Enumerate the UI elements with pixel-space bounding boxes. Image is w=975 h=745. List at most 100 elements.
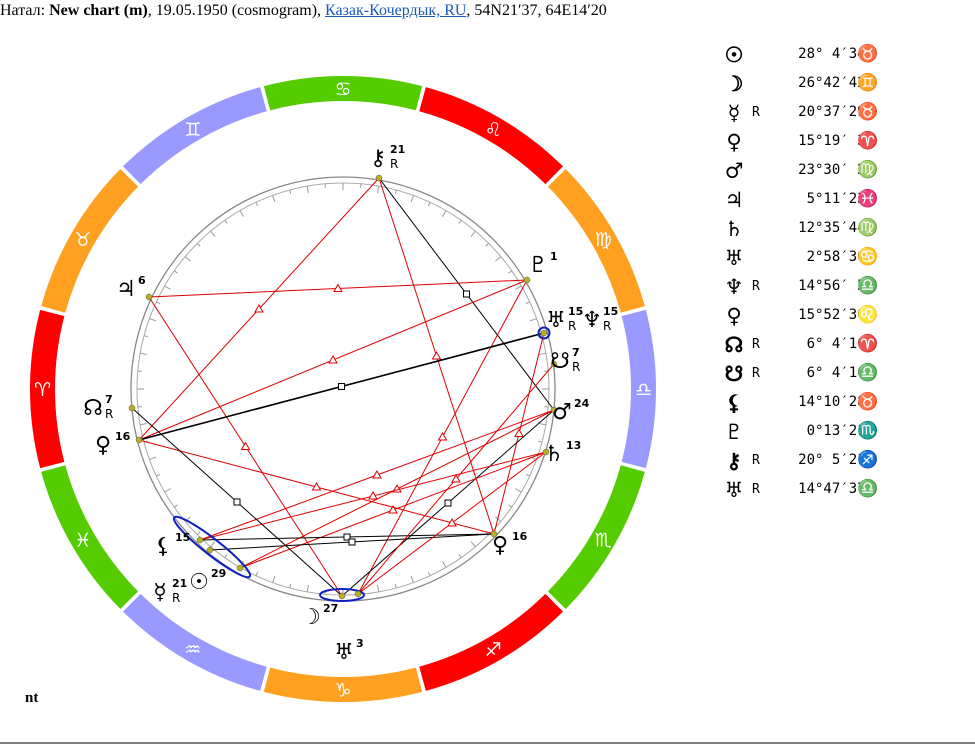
footer-label: nt: [25, 690, 39, 706]
degree-tick: [458, 219, 462, 224]
planet-dot-jupiter: [145, 293, 153, 301]
zodiac-segment-leo: [419, 87, 563, 185]
planet-glyph-south-node: ☋: [550, 349, 570, 374]
chart-name: New chart (m): [49, 2, 148, 19]
degree-tick: [164, 285, 171, 290]
aspect-lines: [131, 177, 555, 602]
degree-ticks: [137, 183, 549, 595]
header-coords: , 54N21′37, 64E14′20: [466, 2, 607, 19]
degree-tick: [289, 583, 292, 589]
planet-position: 0°13′21″: [806, 423, 874, 439]
planet-position: 15°19′ 3″: [798, 133, 874, 149]
zodiac-glyph-libra: ♎: [635, 379, 652, 401]
retro-marker: R: [105, 407, 113, 421]
place-link[interactable]: Казак-Кочердык, RU: [325, 2, 467, 19]
planet-label-pluto: ♅ 3: [334, 637, 364, 665]
retrograde-flag: R: [752, 279, 760, 294]
header-prefix: Натал:: [0, 2, 50, 19]
planet-glyph-neptune: ♆: [582, 308, 602, 333]
degree-tick: [515, 285, 522, 290]
planet-glyph-selena: ♀: [492, 533, 508, 558]
degree-tick: [196, 242, 201, 247]
planet-glyph-lilith: ⚸: [155, 534, 171, 559]
degree-tick: [156, 301, 161, 305]
planet-glyph-proserpina: ♇: [528, 253, 548, 278]
planet-label-mars: ♂ 24: [552, 397, 590, 425]
degree-tick: [485, 242, 490, 247]
planet-glyph-icon: ♄: [724, 216, 744, 241]
planet-label-north-node: ☊ 7R: [83, 393, 113, 421]
degree-tick: [224, 554, 228, 559]
zodiac-sign-icon: ♏: [857, 421, 879, 441]
degree-tick: [508, 504, 513, 508]
planet-row: ☊ R 6° 4′16″ ♈: [720, 330, 970, 359]
retrograde-flag: R: [752, 482, 760, 497]
degree-tick: [410, 195, 414, 203]
degree-tick: [427, 571, 431, 576]
zodiac-segment-aries: [29, 309, 65, 469]
planet-degree-chiron: 21: [390, 143, 405, 156]
planet-glyph-pluto: ♅: [334, 640, 354, 665]
zodiac-segment-libra: [621, 309, 656, 469]
planet-position-list: ☉ 28° 4′34″ ♉ ☽ 26°42′42″ ♊ ☿ R 20°37′29″ ♉ ♀ 15°19…: [720, 40, 970, 504]
degree-tick: [149, 318, 157, 322]
planet-position: 2°58′36″: [806, 249, 874, 265]
degree-tick: [272, 575, 276, 583]
planet-dot-proser: [523, 276, 531, 284]
trine-marker: [240, 441, 251, 450]
degree-tick: [306, 584, 309, 592]
degree-tick: [306, 186, 309, 194]
planet-glyph-icon: ♆: [724, 274, 744, 299]
zodiac-sign-icon: ♍: [857, 160, 879, 180]
planet-glyph-icon: ♀: [726, 129, 742, 154]
degree-tick: [255, 202, 259, 207]
trine-marker: [447, 517, 457, 527]
planet-degree-venus: 16: [115, 430, 131, 443]
square-marker: [338, 383, 345, 390]
planet-glyph-icon: ♃: [724, 187, 744, 212]
planet-position: 12°35′44″: [798, 220, 874, 236]
planet-label-south-node: ☋ 7R: [550, 346, 580, 374]
planet-label-uranus-neptune: ♅ 15R ♆ 15R: [546, 305, 618, 333]
degree-tick: [394, 189, 397, 195]
planet-position: 14°47′37″: [798, 481, 874, 497]
planet-glyph-icon: ☉: [724, 42, 744, 67]
planet-glyph-icon: ♅: [724, 477, 744, 502]
planet-dot-chiron: [375, 174, 383, 182]
planet-row: ♇ 0°13′21″ ♏: [720, 417, 970, 446]
planet-label-chiron: ⚷ 21R: [370, 143, 405, 171]
zodiac-glyph-gemini: ♊: [184, 119, 201, 141]
degree-tick: [377, 186, 380, 194]
planet-row: ♀ 15°52′30″ ♌: [720, 301, 970, 330]
planet-degree-lilith: 15: [175, 531, 190, 544]
zodiac-sign-icon: ♐: [857, 450, 879, 470]
square-marker: [463, 290, 470, 298]
planet-glyph-icon: ♀: [726, 303, 742, 328]
zodiac-sign-icon: ♈: [857, 334, 879, 354]
zodiac-segment-gemini: [123, 87, 267, 185]
planet-dots: [128, 174, 558, 600]
degree-tick: [525, 301, 530, 305]
trine-marker: [431, 350, 442, 360]
zodiac-segment-virgo: [547, 169, 645, 313]
retrograde-flag: R: [752, 366, 760, 381]
zodiac-sign-icon: ♍: [857, 218, 879, 238]
planet-dot-saturn: [542, 448, 550, 456]
degree-tick: [470, 230, 476, 237]
conjunction-ellipse-sun: [172, 515, 252, 579]
planet-dot-mars: [550, 406, 558, 414]
degree-tick: [442, 561, 447, 568]
planet-row: ♀ 15°19′ 3″ ♈: [720, 127, 970, 156]
zodiac-glyph-capricorn: ♑: [334, 680, 351, 702]
zodiac-glyph-scorpio: ♏: [595, 529, 612, 551]
square-marker: [343, 533, 351, 541]
planet-degree-uranus-neptune: 15: [568, 305, 583, 318]
planet-dot-lilith: [196, 536, 204, 544]
planet-dot-selena: [490, 530, 498, 538]
zodiac-glyph-aquarius: ♒: [184, 639, 201, 661]
planet-dot-mercury: [206, 546, 214, 554]
planet-position: 23°30′ 2″: [798, 162, 874, 178]
degree-tick: [149, 456, 157, 460]
trine-marker: [514, 428, 524, 437]
planet-degree-saturn: 13: [566, 439, 581, 452]
